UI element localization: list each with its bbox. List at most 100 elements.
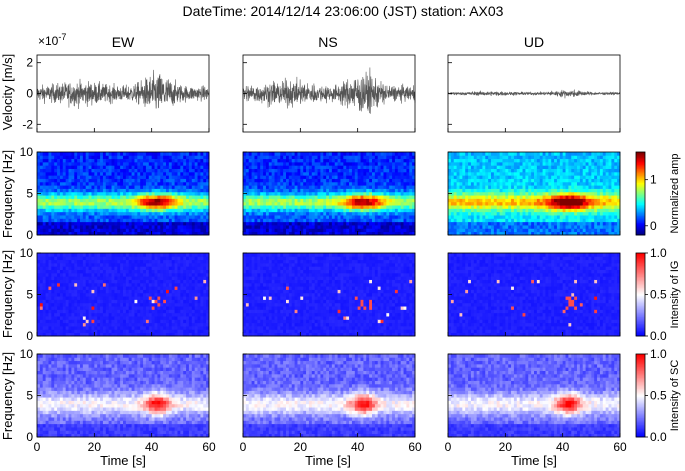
heatmap-cell xyxy=(245,175,250,179)
heatmap-cell xyxy=(42,357,46,362)
heatmap-cell xyxy=(288,158,293,163)
heatmap-cell xyxy=(42,272,46,277)
heatmap-cell xyxy=(82,312,87,317)
heatmap-cell xyxy=(77,296,81,300)
heatmap-cell xyxy=(283,188,287,193)
heatmap-cell xyxy=(166,367,170,371)
heatmap-cell xyxy=(243,181,247,186)
heatmap-cell xyxy=(168,289,173,294)
heatmap-cell xyxy=(154,370,158,375)
heatmap-cell xyxy=(77,306,81,310)
heatmap-cell xyxy=(102,188,107,193)
heatmap-cell xyxy=(128,171,132,176)
heatmap-cell xyxy=(108,292,112,297)
heatmap-cell xyxy=(128,161,132,166)
heatmap-cell xyxy=(283,218,287,223)
heatmap-cell xyxy=(62,152,67,156)
heatmap-cell xyxy=(268,195,273,199)
heatmap-cell xyxy=(48,387,52,391)
heatmap-cell xyxy=(157,410,161,415)
heatmap-cell xyxy=(197,360,201,365)
heatmap-cell xyxy=(174,195,178,199)
heatmap-cell xyxy=(65,367,69,371)
heatmap-cell xyxy=(254,228,258,233)
heatmap-cell xyxy=(140,215,144,219)
heatmap-cell xyxy=(114,171,118,176)
heatmap-cell xyxy=(74,185,78,189)
heatmap-cell xyxy=(77,276,81,280)
heatmap-cell xyxy=(177,397,181,401)
heatmap-cell xyxy=(37,367,41,371)
heatmap-cell xyxy=(151,326,155,330)
heatmap-cell xyxy=(74,403,78,408)
heatmap-cell xyxy=(140,188,144,193)
heatmap-cell xyxy=(62,380,67,385)
heatmap-cell xyxy=(59,269,64,274)
heatmap-cell xyxy=(74,390,78,395)
heatmap-cell xyxy=(157,296,161,300)
heatmap-cell xyxy=(120,413,124,418)
heatmap-cell xyxy=(128,262,132,267)
heatmap-cell xyxy=(100,185,104,189)
heatmap-cell xyxy=(65,306,69,310)
heatmap-cell xyxy=(128,319,132,324)
heatmap-cell xyxy=(194,377,198,381)
heatmap-cell xyxy=(263,191,267,196)
heatmap-cell xyxy=(157,354,161,358)
heatmap-cell xyxy=(82,407,87,411)
heatmap-cell xyxy=(37,420,41,425)
heatmap-cell xyxy=(280,195,284,199)
heatmap-cell xyxy=(151,201,155,206)
heatmap-cell xyxy=(191,367,196,371)
heatmap-cell xyxy=(143,319,147,324)
heatmap-cell xyxy=(186,289,190,294)
heatmap-cell xyxy=(274,198,278,203)
heatmap-cell xyxy=(62,221,67,226)
heatmap-cell xyxy=(286,161,290,166)
heatmap-cell xyxy=(206,299,210,304)
heatmap-cell xyxy=(131,158,135,163)
heatmap-cell xyxy=(163,178,167,183)
heatmap-cell xyxy=(88,231,92,236)
heatmap-cell xyxy=(57,403,61,408)
heatmap-cell xyxy=(94,195,98,199)
heatmap-cell xyxy=(203,266,207,270)
heatmap-cell xyxy=(105,221,110,226)
heatmap-cell xyxy=(200,165,204,169)
heatmap-cell xyxy=(163,326,167,330)
heatmap-cell xyxy=(191,175,196,179)
heatmap-cell xyxy=(131,218,135,223)
heatmap-cell xyxy=(166,266,170,270)
heatmap-cell xyxy=(274,221,278,226)
heatmap-cell xyxy=(100,390,104,395)
heatmap-cell xyxy=(80,211,84,216)
heatmap-cell xyxy=(188,420,193,425)
heatmap-cell xyxy=(154,185,158,189)
heatmap-cell xyxy=(128,165,132,169)
heatmap-cell xyxy=(82,152,87,156)
heatmap-cell xyxy=(160,400,164,405)
heatmap-cell xyxy=(74,256,78,261)
heatmap-cell xyxy=(74,225,78,229)
heatmap-cell xyxy=(117,269,121,274)
heatmap-cell xyxy=(194,171,198,176)
heatmap-cell xyxy=(251,215,255,219)
heatmap-cell xyxy=(88,373,92,378)
heatmap-cell xyxy=(197,168,201,173)
heatmap-cell xyxy=(143,191,147,196)
heatmap-cell xyxy=(42,286,46,290)
heatmap-cell xyxy=(191,312,196,317)
heatmap-cell xyxy=(102,403,107,408)
heatmap-cell xyxy=(77,410,81,415)
heatmap-cell xyxy=(137,155,141,160)
heatmap-cell xyxy=(157,430,161,435)
heatmap-cell xyxy=(71,390,75,395)
heatmap-cell xyxy=(39,367,44,371)
heatmap-cell xyxy=(183,215,187,219)
heatmap-cell xyxy=(145,185,150,189)
heatmap-cell xyxy=(102,377,107,381)
heatmap-cell xyxy=(54,299,58,304)
heatmap-cell xyxy=(108,181,112,186)
heatmap-cell xyxy=(74,178,78,183)
heatmap-cell xyxy=(160,231,164,236)
